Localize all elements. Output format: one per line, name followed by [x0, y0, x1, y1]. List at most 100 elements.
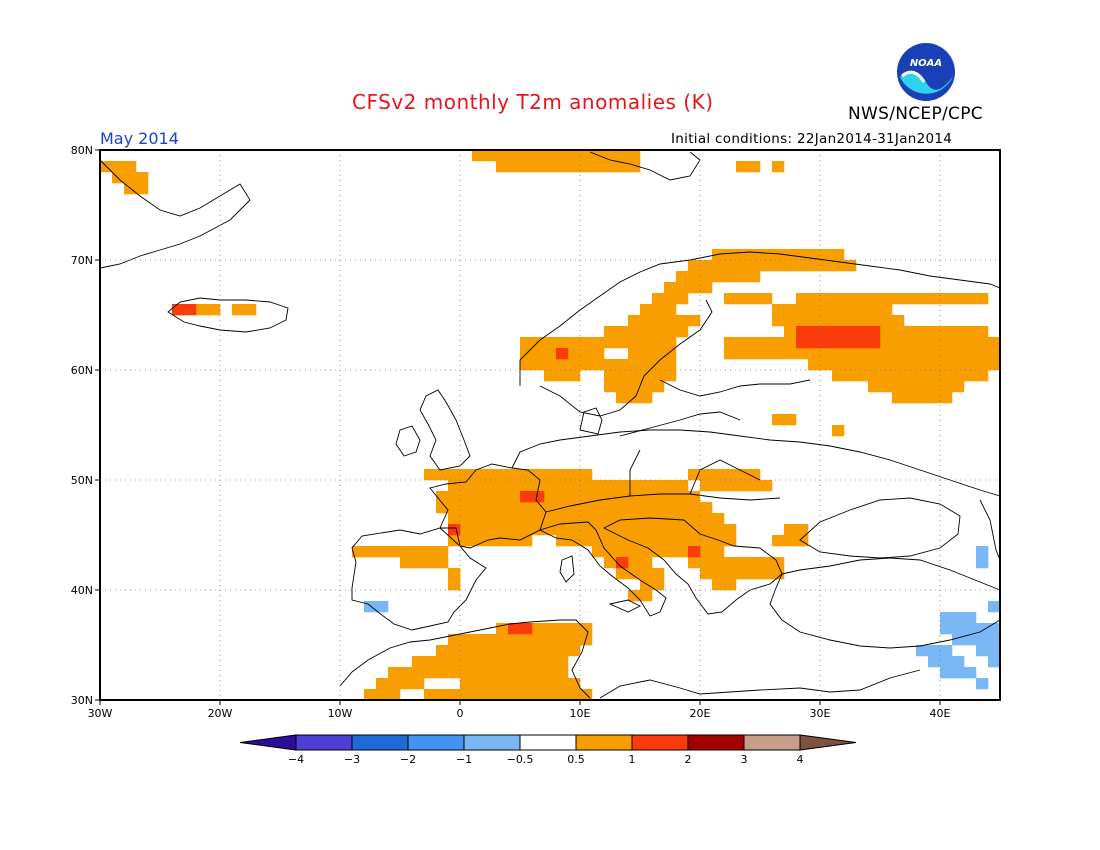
lon-label: 30W: [88, 707, 113, 720]
warm-anomaly-cell: [604, 524, 617, 536]
warm-anomaly-cell: [484, 689, 497, 701]
warm-anomaly-cell: [736, 568, 749, 580]
cool-anomaly-cell: [940, 623, 953, 635]
warm-anomaly-cell: [628, 348, 641, 360]
strong-warm-anomaly-cell: [796, 337, 809, 349]
warm-anomaly-cell: [748, 293, 761, 305]
warm-anomaly-cell: [520, 678, 533, 690]
warm-anomaly-cell: [868, 348, 881, 360]
warm-anomaly-cell: [784, 249, 797, 261]
warm-anomaly-cell: [460, 535, 473, 547]
strong-warm-anomaly-cell: [448, 524, 461, 536]
warm-anomaly-cell: [808, 260, 821, 272]
colorbar-label: 3: [741, 753, 748, 766]
warm-anomaly-cell: [664, 359, 677, 371]
warm-anomaly-cell: [688, 260, 701, 272]
warm-anomaly-cell: [676, 546, 689, 558]
warm-anomaly-cell: [700, 513, 713, 525]
warm-anomaly-cell: [580, 348, 593, 360]
warm-anomaly-cell: [436, 502, 449, 514]
warm-anomaly-cell: [448, 579, 461, 591]
warm-anomaly-cell: [868, 370, 881, 382]
cool-anomaly-cell: [976, 634, 989, 646]
warm-anomaly-cell: [712, 469, 725, 481]
warm-anomaly-cell: [940, 381, 953, 393]
cool-anomaly-cell: [988, 634, 1001, 646]
warm-anomaly-cell: [496, 634, 509, 646]
warm-anomaly-cell: [592, 337, 605, 349]
warm-anomaly-cell: [712, 535, 725, 547]
lat-label: 80N: [71, 144, 93, 157]
lat-label: 40N: [71, 584, 93, 597]
warm-anomaly-cell: [388, 678, 401, 690]
warm-anomaly-cell: [628, 535, 641, 547]
strong-warm-anomaly-cell: [832, 337, 845, 349]
warm-anomaly-cell: [640, 480, 653, 492]
warm-anomaly-cell: [856, 359, 869, 371]
warm-anomaly-cell: [460, 513, 473, 525]
warm-anomaly-cell: [556, 535, 569, 547]
warm-anomaly-cell: [556, 359, 569, 371]
cool-anomaly-cell: [376, 601, 389, 613]
warm-anomaly-cell: [484, 634, 497, 646]
warm-anomaly-cell: [436, 656, 449, 668]
warm-anomaly-cell: [892, 359, 905, 371]
warm-anomaly-cell: [484, 524, 497, 536]
warm-anomaly-cell: [868, 315, 881, 327]
colorbar-segment: [407, 734, 465, 751]
warm-anomaly-cell: [520, 535, 533, 547]
warm-anomaly-cell: [784, 260, 797, 272]
warm-anomaly-cell: [544, 524, 557, 536]
warm-anomaly-cell: [544, 656, 557, 668]
warm-anomaly-cell: [652, 579, 665, 591]
warm-anomaly-cell: [460, 678, 473, 690]
warm-anomaly-cell: [808, 348, 821, 360]
warm-anomaly-cell: [652, 502, 665, 514]
warm-anomaly-cell: [832, 249, 845, 261]
warm-anomaly-cell: [508, 634, 521, 646]
warm-anomaly-cell: [700, 524, 713, 536]
warm-anomaly-cell: [664, 315, 677, 327]
warm-anomaly-cell: [508, 513, 521, 525]
warm-anomaly-cell: [844, 304, 857, 316]
warm-anomaly-cell: [760, 557, 773, 569]
warm-anomaly-cell: [640, 315, 653, 327]
warm-anomaly-cell: [412, 678, 425, 690]
warm-anomaly-cell: [556, 623, 569, 635]
warm-anomaly-cell: [544, 678, 557, 690]
warm-anomaly-cell: [748, 568, 761, 580]
warm-anomaly-cell: [652, 293, 665, 305]
warm-anomaly-cell: [784, 326, 797, 338]
strong-warm-anomaly-cell: [172, 304, 185, 316]
warm-anomaly-cell: [364, 689, 377, 701]
warm-anomaly-cell: [412, 667, 425, 679]
warm-anomaly-cell: [640, 568, 653, 580]
colorbar-segment: [519, 734, 577, 751]
warm-anomaly-cell: [508, 535, 521, 547]
warm-anomaly-cell: [484, 150, 497, 162]
warm-anomaly-cell: [700, 535, 713, 547]
warm-anomaly-cell: [568, 348, 581, 360]
warm-anomaly-cell: [580, 491, 593, 503]
warm-anomaly-cell: [520, 513, 533, 525]
warm-anomaly-cell: [832, 304, 845, 316]
warm-anomaly-cell: [640, 326, 653, 338]
colorbar-arrow-left: [239, 734, 297, 751]
strong-warm-anomaly-cell: [832, 326, 845, 338]
warm-anomaly-cell: [856, 348, 869, 360]
warm-anomaly-cell: [748, 480, 761, 492]
warm-anomaly-cell: [580, 161, 593, 173]
warm-anomaly-cell: [940, 337, 953, 349]
warm-anomaly-cell: [808, 293, 821, 305]
warm-anomaly-cell: [724, 568, 737, 580]
warm-anomaly-cell: [544, 623, 557, 635]
warm-anomaly-cell: [604, 513, 617, 525]
warm-anomaly-cell: [532, 337, 545, 349]
warm-anomaly-cell: [544, 667, 557, 679]
warm-anomaly-cell: [724, 469, 737, 481]
warm-anomaly-cell: [688, 535, 701, 547]
colorbar-label: −0.5: [507, 753, 534, 766]
warm-anomaly-cell: [592, 161, 605, 173]
cool-anomaly-cell: [952, 667, 965, 679]
